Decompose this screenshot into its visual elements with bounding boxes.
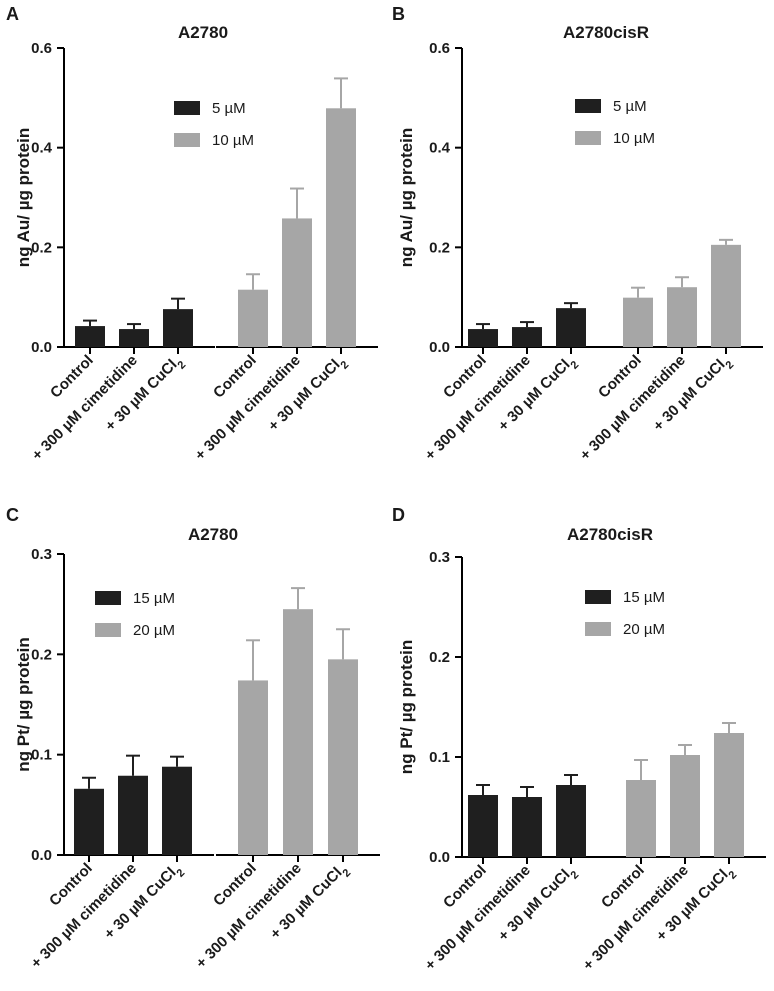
legend-swatch (585, 590, 611, 604)
bar (626, 780, 656, 857)
bar (238, 289, 268, 347)
y-axis-label: ng Pt/ µg protein (397, 640, 416, 774)
legend-swatch (585, 622, 611, 636)
bar (283, 609, 313, 855)
bar (711, 244, 741, 347)
legend-swatch (575, 131, 601, 145)
chart-title: A2780 (178, 23, 228, 42)
bar (714, 733, 744, 857)
y-axis-label: ng Pt/ µg protein (14, 637, 33, 771)
chart-title: A2780cisR (567, 525, 653, 544)
legend-label: 5 µM (613, 98, 647, 115)
legend-swatch (174, 133, 200, 147)
y-tick-label: 0.0 (31, 847, 52, 864)
legend-label: 20 µM (623, 621, 665, 638)
legend-swatch (575, 99, 601, 113)
y-tick-label: 0.6 (429, 40, 450, 57)
panel-letter: B (392, 4, 405, 24)
y-tick-label: 0.4 (429, 140, 451, 157)
legend-swatch (95, 591, 121, 605)
y-axis-label: ng Au/ µg protein (14, 128, 33, 267)
bar (238, 680, 268, 855)
bar (74, 788, 104, 855)
y-tick-label: 0.6 (31, 40, 52, 57)
legend-label: 5 µM (212, 100, 246, 117)
bar (667, 287, 697, 347)
chart-title: A2780 (188, 525, 238, 544)
bar (623, 297, 653, 347)
legend-swatch (95, 623, 121, 637)
bar (75, 326, 105, 347)
bar (328, 659, 358, 855)
legend-label: 10 µM (613, 130, 655, 147)
y-axis-label: ng Au/ µg protein (397, 128, 416, 267)
legend-swatch (174, 101, 200, 115)
y-tick-label: 0.2 (429, 649, 450, 666)
legend-label: 15 µM (623, 589, 665, 606)
y-tick-label: 0.1 (429, 749, 450, 766)
panel-letter: C (6, 505, 19, 525)
y-tick-label: 0.3 (31, 546, 52, 563)
bar (282, 218, 312, 347)
bar (162, 766, 192, 855)
panel-letter: D (392, 505, 405, 525)
panel-letter: A (6, 4, 19, 24)
bar (468, 795, 498, 857)
legend-label: 20 µM (133, 622, 175, 639)
chart-title: A2780cisR (563, 23, 649, 42)
y-tick-label: 0.2 (31, 239, 52, 256)
y-tick-label: 0.3 (429, 549, 450, 566)
y-tick-label: 0.0 (429, 339, 450, 356)
y-tick-label: 0.0 (31, 339, 52, 356)
bar (119, 329, 149, 347)
y-tick-label: 0.4 (31, 140, 53, 157)
bar (468, 329, 498, 347)
y-tick-label: 0.1 (31, 747, 52, 764)
y-tick-label: 0.2 (31, 646, 52, 663)
y-tick-label: 0.0 (429, 849, 450, 866)
bar (326, 108, 356, 347)
bar (556, 785, 586, 857)
bar (512, 327, 542, 347)
bar (118, 775, 148, 855)
bar (512, 797, 542, 857)
legend-label: 10 µM (212, 132, 254, 149)
bar (163, 309, 193, 347)
bar (670, 755, 700, 857)
legend-label: 15 µM (133, 590, 175, 607)
y-tick-label: 0.2 (429, 239, 450, 256)
bar (556, 308, 586, 347)
